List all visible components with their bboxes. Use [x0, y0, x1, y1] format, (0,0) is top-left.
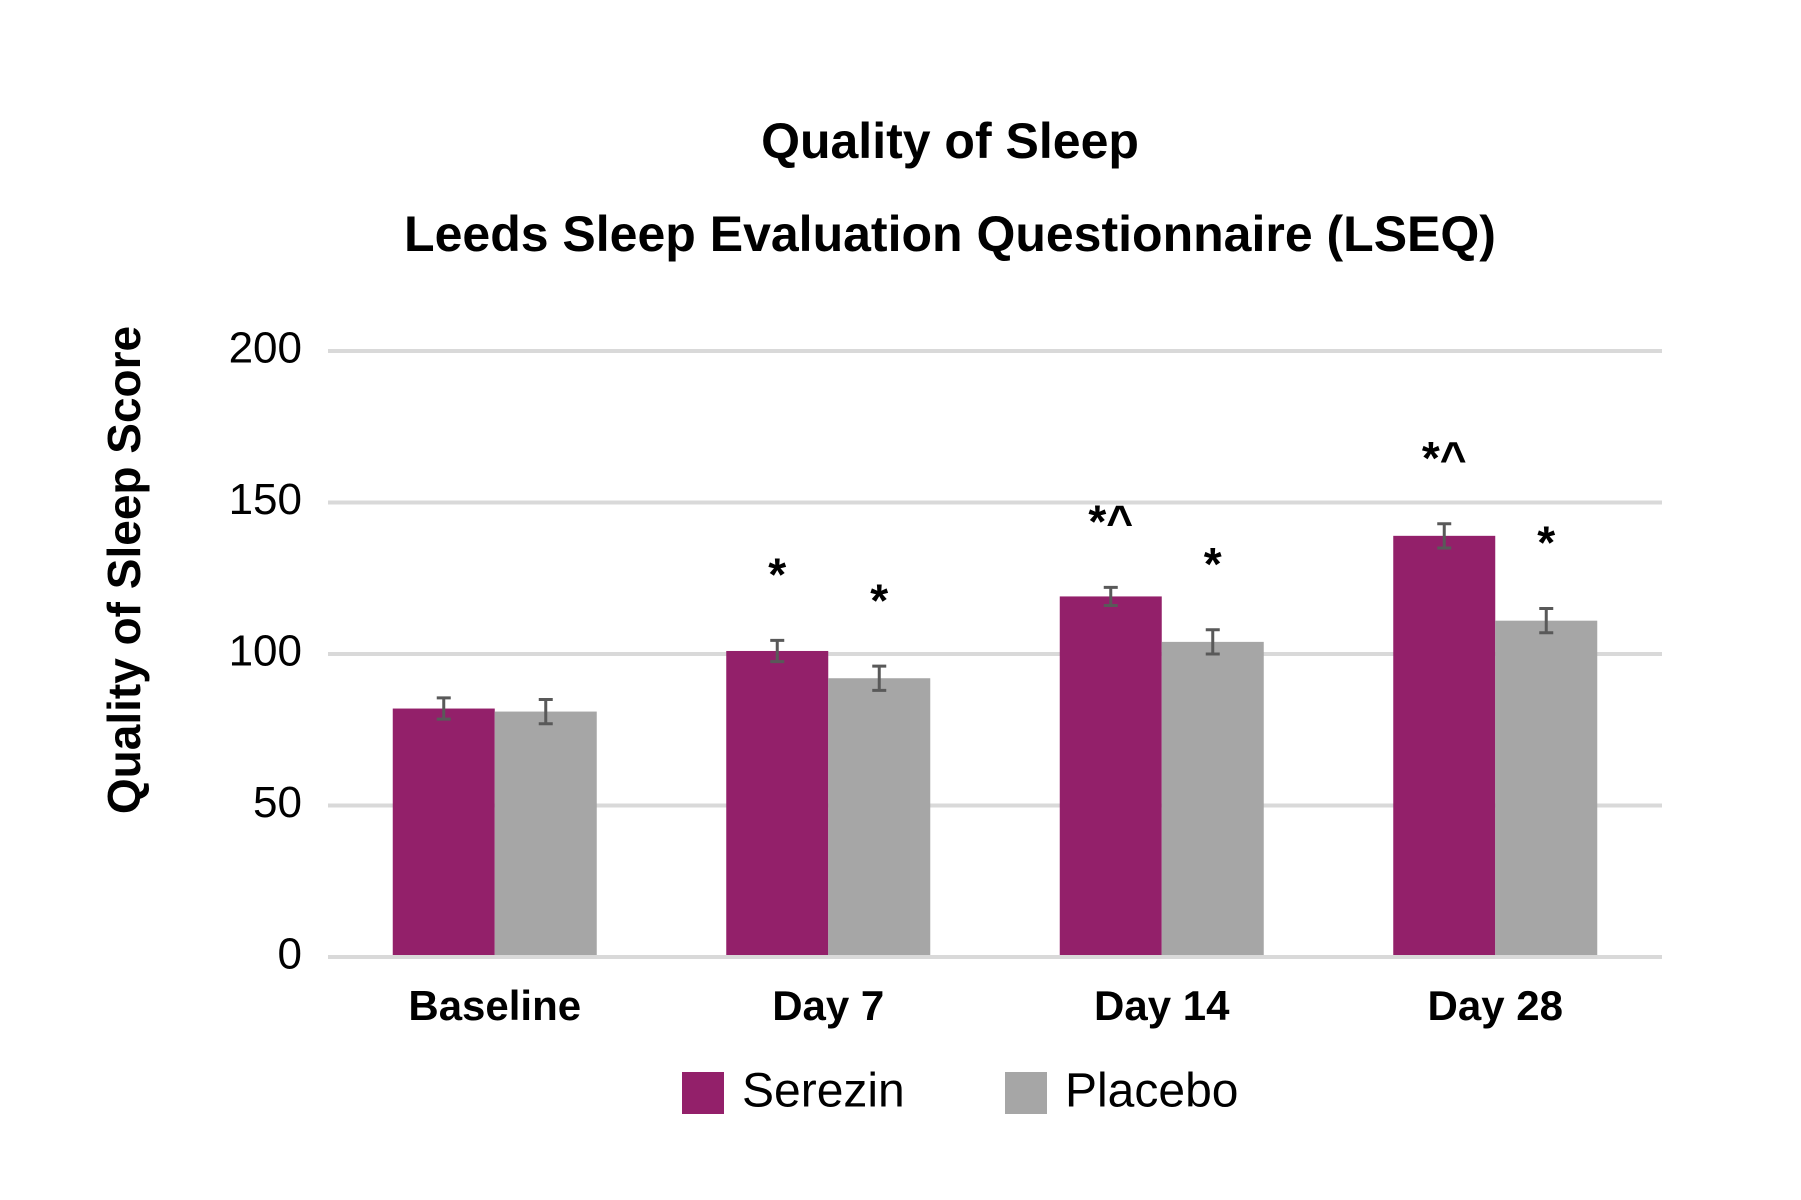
- annotation: *^: [1088, 495, 1133, 547]
- y-tick-label: 100: [229, 627, 302, 676]
- x-tick-label: Day 14: [1094, 982, 1230, 1029]
- error-bar: [872, 664, 887, 692]
- error-bar: [770, 638, 785, 664]
- error-bar: [1205, 628, 1220, 656]
- bar: [1161, 641, 1264, 957]
- legend-swatch: [682, 1072, 724, 1114]
- y-tick-label: 50: [253, 778, 302, 827]
- bar: [392, 708, 495, 957]
- bar: [828, 678, 931, 957]
- x-tick-label: Day 28: [1428, 982, 1563, 1029]
- bar: [1059, 596, 1162, 957]
- y-tick-label: 150: [229, 475, 302, 524]
- annotation: *: [768, 549, 786, 601]
- annotation: *: [870, 574, 888, 626]
- y-axis-label: Quality of Sleep Score: [98, 326, 150, 814]
- legend-swatch: [1005, 1072, 1047, 1114]
- bar: [726, 650, 829, 957]
- error-bar: [436, 696, 451, 721]
- chart-title: Quality of Sleep: [761, 113, 1139, 169]
- annotation: *: [1204, 538, 1222, 590]
- chart-subtitle: Leeds Sleep Evaluation Questionnaire (LS…: [404, 206, 1496, 262]
- error-bar: [1539, 607, 1554, 635]
- error-bar: [1437, 522, 1452, 550]
- error-bar: [1103, 585, 1118, 608]
- y-tick-label: 200: [229, 324, 302, 373]
- bar: [494, 711, 597, 957]
- y-tick-label: 0: [278, 930, 302, 979]
- legend-label: Placebo: [1065, 1065, 1238, 1118]
- x-tick-label: Baseline: [408, 982, 581, 1029]
- legend-label: Serezin: [742, 1065, 905, 1118]
- annotation: *^: [1422, 432, 1467, 484]
- bar: [1495, 620, 1598, 957]
- bar: [1393, 535, 1496, 957]
- error-bar: [538, 697, 553, 726]
- annotation: *: [1537, 517, 1555, 569]
- x-tick-label: Day 7: [772, 982, 884, 1029]
